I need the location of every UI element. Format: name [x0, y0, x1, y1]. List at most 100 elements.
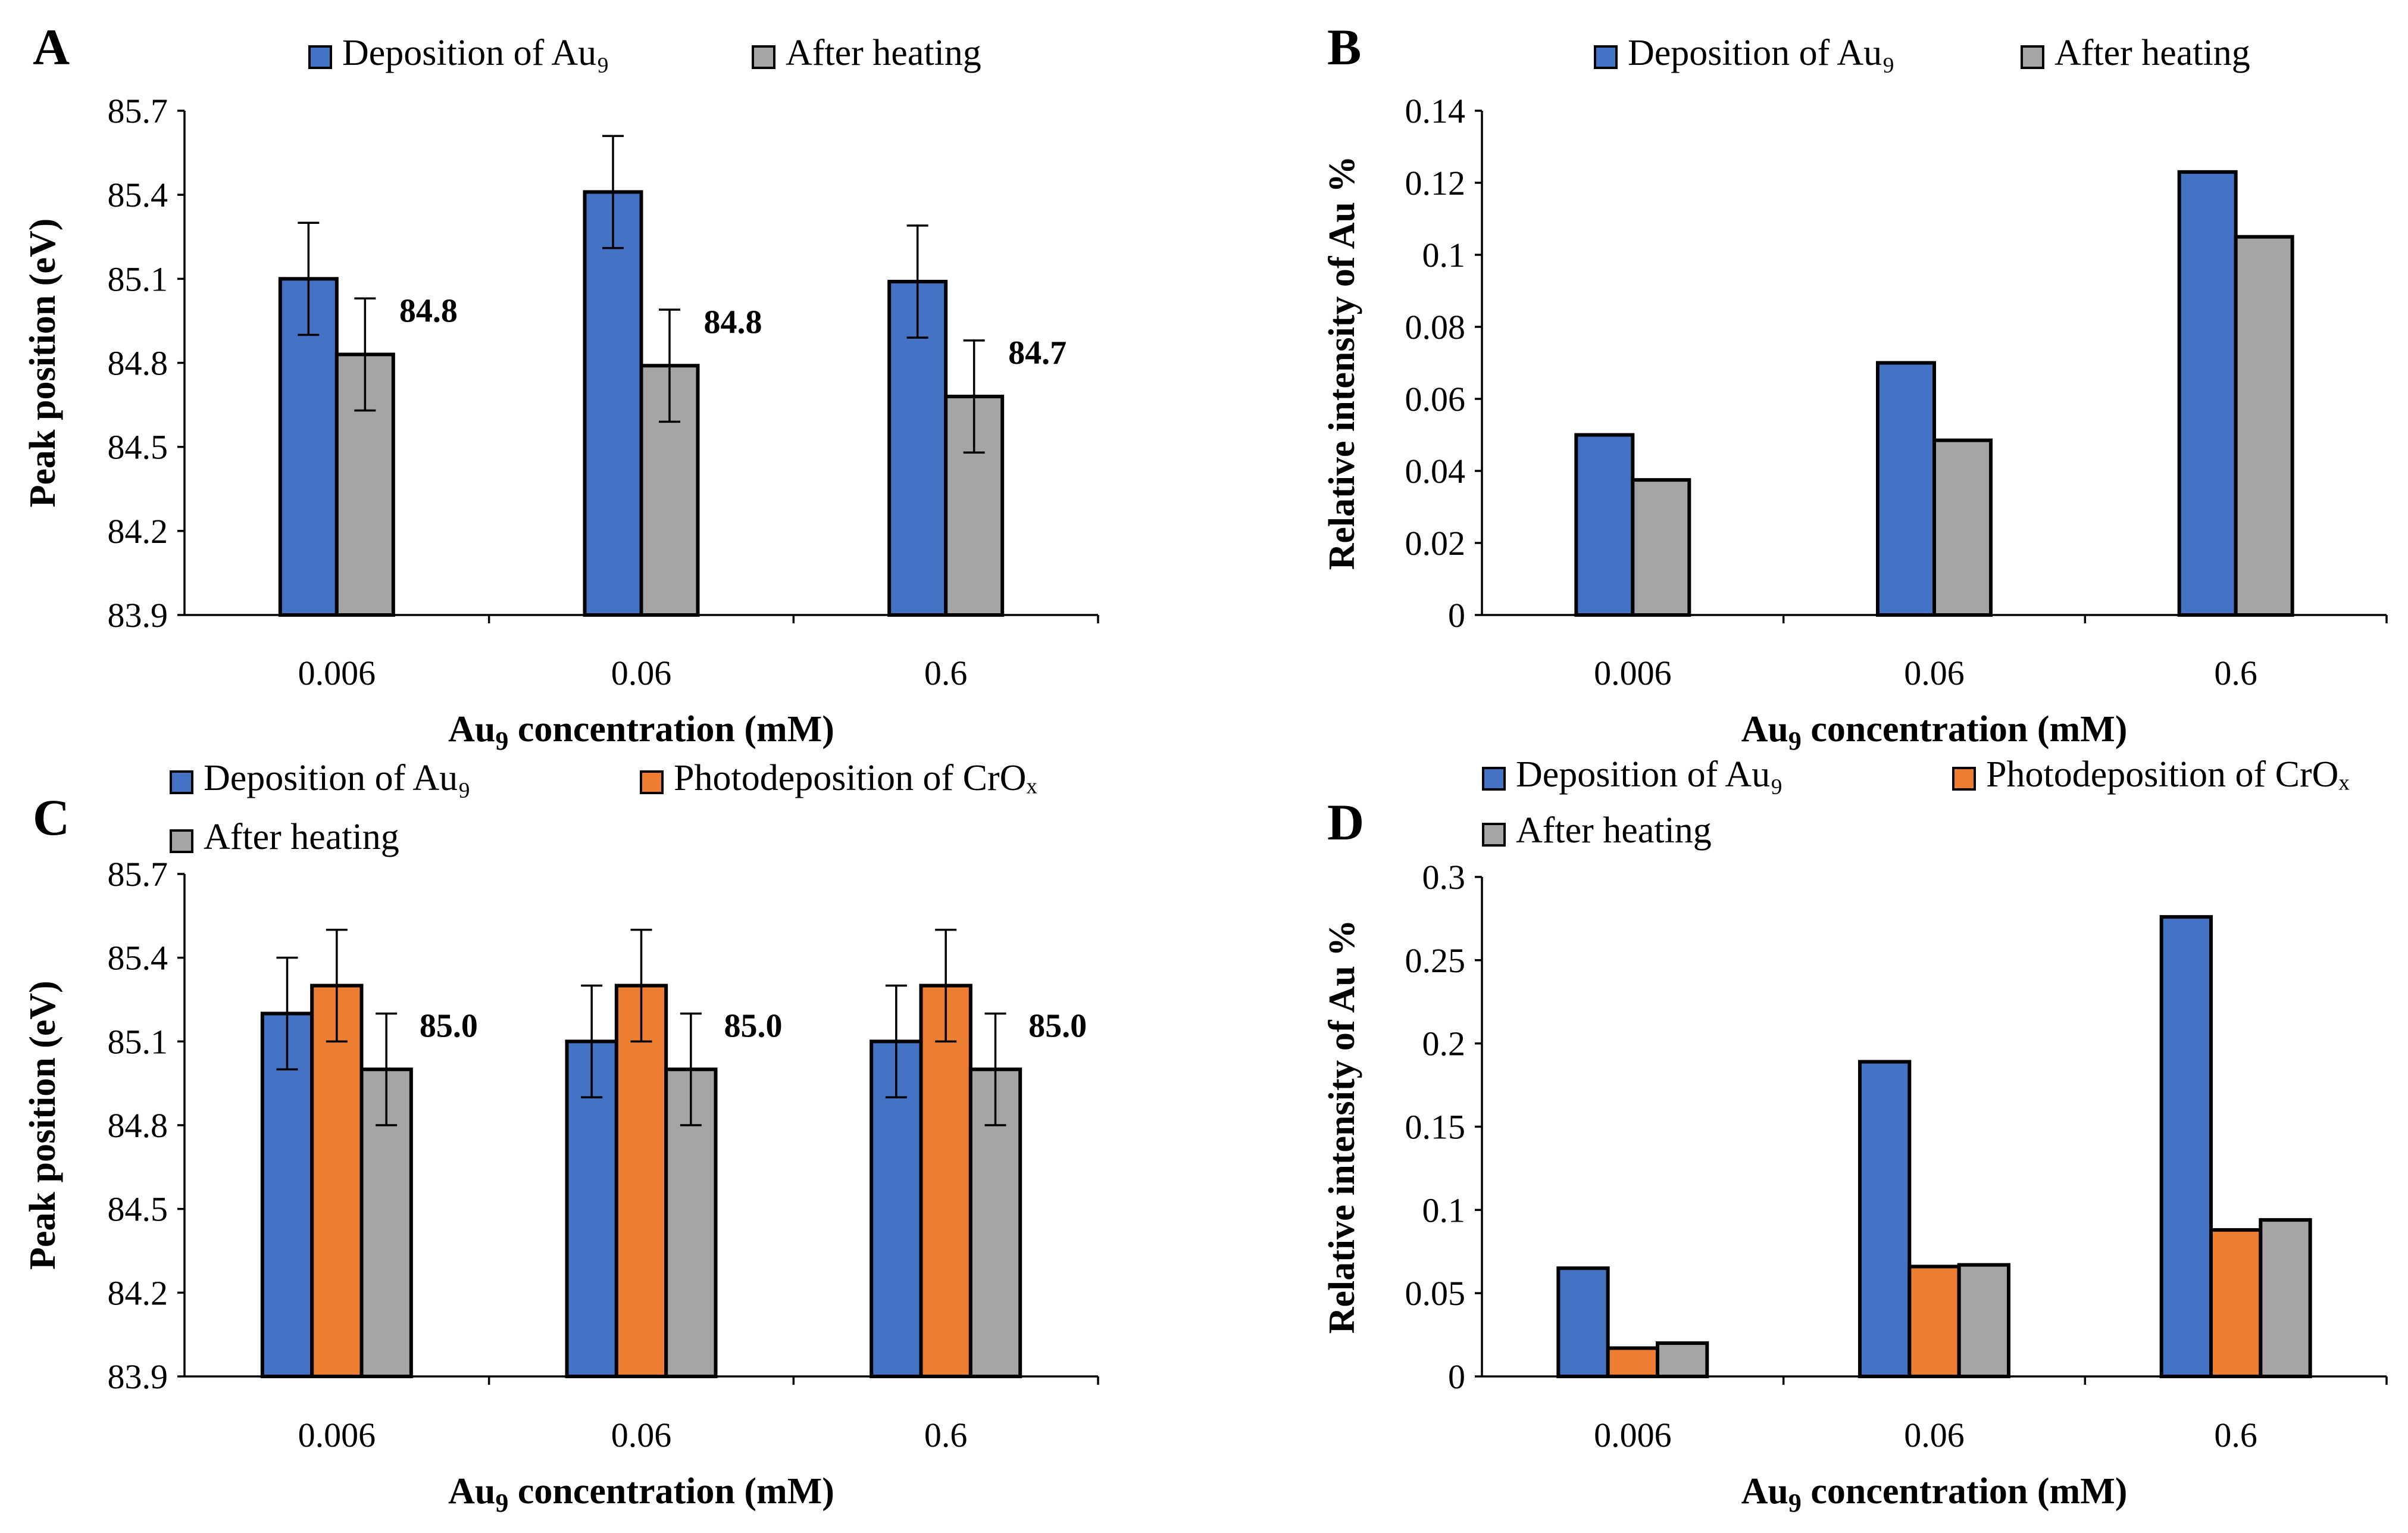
y-tick-label: 85.7	[108, 855, 168, 894]
legend-swatch	[752, 45, 775, 69]
y-tick-label: 83.9	[108, 1357, 168, 1396]
y-tick-label: 85.1	[108, 260, 168, 298]
data-label: 84.8	[399, 292, 458, 329]
y-axis-title: Relative intensity of Au %	[1322, 920, 1362, 1334]
legend-swatch	[1482, 767, 1506, 791]
bar	[1556, 1266, 1610, 1378]
x-axis-title: Au9 concentration (mM)	[1741, 709, 2128, 755]
y-tick-label: 84.2	[108, 512, 168, 551]
x-axis-title: Au9 concentration (mM)	[1741, 1471, 2128, 1518]
y-axis-title: Peak position (eV)	[23, 218, 63, 508]
legend-swatch	[640, 770, 664, 794]
data-label: 85.0	[420, 1007, 478, 1044]
y-axis-title: Relative intensity of Au %	[1322, 156, 1362, 570]
data-label: 85.0	[1028, 1007, 1087, 1044]
y-tick-label: 0.06	[1405, 380, 1466, 419]
x-tick-label: 0.006	[298, 654, 376, 692]
x-tick-label: 0.06	[1904, 1416, 1965, 1454]
y-tick-label: 0.02	[1405, 524, 1466, 563]
y-tick-label: 0.1	[1422, 236, 1466, 274]
y-tick-label: 84.8	[108, 1106, 168, 1145]
x-tick-label: 0.006	[298, 1416, 376, 1454]
bar	[1957, 1263, 2011, 1378]
panel-label: C	[33, 789, 70, 846]
panel-label: B	[1327, 18, 1361, 76]
legend-entry: Photodeposition of CrOₓ	[674, 758, 1037, 798]
x-tick-label: 0.006	[1594, 654, 1672, 692]
y-tick-label: 0	[1448, 596, 1465, 635]
x-tick-label: 0.06	[611, 1416, 672, 1454]
bar	[1876, 361, 1936, 617]
bar	[1574, 433, 1635, 617]
legend-entry: After heating	[2054, 33, 2250, 73]
legend-swatch	[1952, 767, 1976, 791]
y-tick-label: 0.15	[1405, 1108, 1466, 1147]
y-tick-label: 0.08	[1405, 308, 1466, 346]
bar	[1606, 1346, 1660, 1379]
x-tick-label: 0.06	[1904, 654, 1965, 692]
legend-entry: After heating	[786, 33, 981, 73]
bar	[2234, 235, 2294, 617]
data-label: 84.7	[1008, 335, 1067, 371]
legend-entry: Deposition of Au₉	[204, 758, 471, 798]
legend-entry: Deposition of Au₉	[1516, 754, 1783, 795]
bar	[1631, 478, 1691, 617]
y-axis-title: Peak position (eV)	[23, 981, 63, 1270]
bar	[919, 984, 972, 1378]
chart-a: A Deposition of Au₉ After heating 83.9 84.2 8…	[23, 18, 1099, 755]
y-tick-label: 85.7	[108, 92, 168, 130]
chart-b: B Deposition of Au₉ After heating 0 0.02 0.04…	[1322, 18, 2388, 755]
bar	[2209, 1228, 2263, 1378]
bar	[2159, 915, 2213, 1378]
legend-swatch	[170, 829, 193, 853]
y-tick-label: 0	[1448, 1357, 1465, 1396]
legend-swatch	[170, 770, 193, 794]
y-tick-label: 84.2	[108, 1273, 168, 1312]
bar	[1656, 1341, 1709, 1378]
y-tick-label: 83.9	[108, 596, 168, 635]
legend-swatch	[2021, 45, 2044, 69]
y-tick-label: 0.1	[1422, 1191, 1466, 1229]
legend-swatch	[308, 45, 332, 69]
panel-label: A	[33, 18, 70, 76]
x-tick-label: 0.006	[1594, 1416, 1672, 1454]
bar	[1858, 1060, 1912, 1379]
y-tick-label: 85.4	[108, 939, 168, 978]
bar	[614, 984, 668, 1378]
y-tick-label: 0.05	[1405, 1274, 1466, 1313]
legend-entry: Photodeposition of CrOₓ	[1986, 754, 2349, 795]
legend-entry: After heating	[1516, 810, 1712, 851]
bar	[310, 984, 364, 1378]
bar	[1907, 1265, 1961, 1378]
data-label: 84.8	[704, 304, 762, 341]
legend-swatch	[1594, 45, 1618, 69]
x-axis-title: Au9 concentration (mM)	[448, 1471, 834, 1518]
y-tick-label: 84.8	[108, 344, 168, 383]
y-tick-label: 0.2	[1422, 1025, 1466, 1063]
bar	[583, 190, 643, 617]
y-tick-label: 0.25	[1405, 941, 1466, 980]
x-tick-label: 0.6	[2214, 1416, 2257, 1454]
bar	[2177, 170, 2238, 617]
bar	[260, 1011, 314, 1378]
y-tick-label: 0.14	[1405, 92, 1466, 130]
y-tick-label: 0.12	[1405, 164, 1466, 202]
legend-entry: Deposition of Au₉	[342, 33, 609, 73]
legend-swatch	[1482, 823, 1506, 847]
x-tick-label: 0.6	[924, 654, 968, 692]
bar	[2259, 1218, 2312, 1378]
panel-label: D	[1327, 794, 1364, 851]
bar	[1932, 438, 1993, 617]
y-tick-label: 84.5	[108, 1190, 168, 1229]
x-axis-title: Au9 concentration (mM)	[448, 709, 834, 755]
x-tick-label: 0.6	[2214, 654, 2257, 692]
legend-entry: After heating	[204, 817, 399, 857]
chart-c: C Deposition of Au₉ Photodeposition of CrO…	[23, 758, 1099, 1518]
chart-d: D Deposition of Au₉ Photodeposition of CrO…	[1322, 754, 2388, 1518]
y-tick-label: 85.1	[108, 1022, 168, 1061]
x-tick-label: 0.06	[611, 654, 672, 692]
data-label: 85.0	[724, 1007, 783, 1044]
y-tick-label: 0.04	[1405, 452, 1466, 491]
legend-entry: Deposition of Au₉	[1628, 33, 1895, 73]
